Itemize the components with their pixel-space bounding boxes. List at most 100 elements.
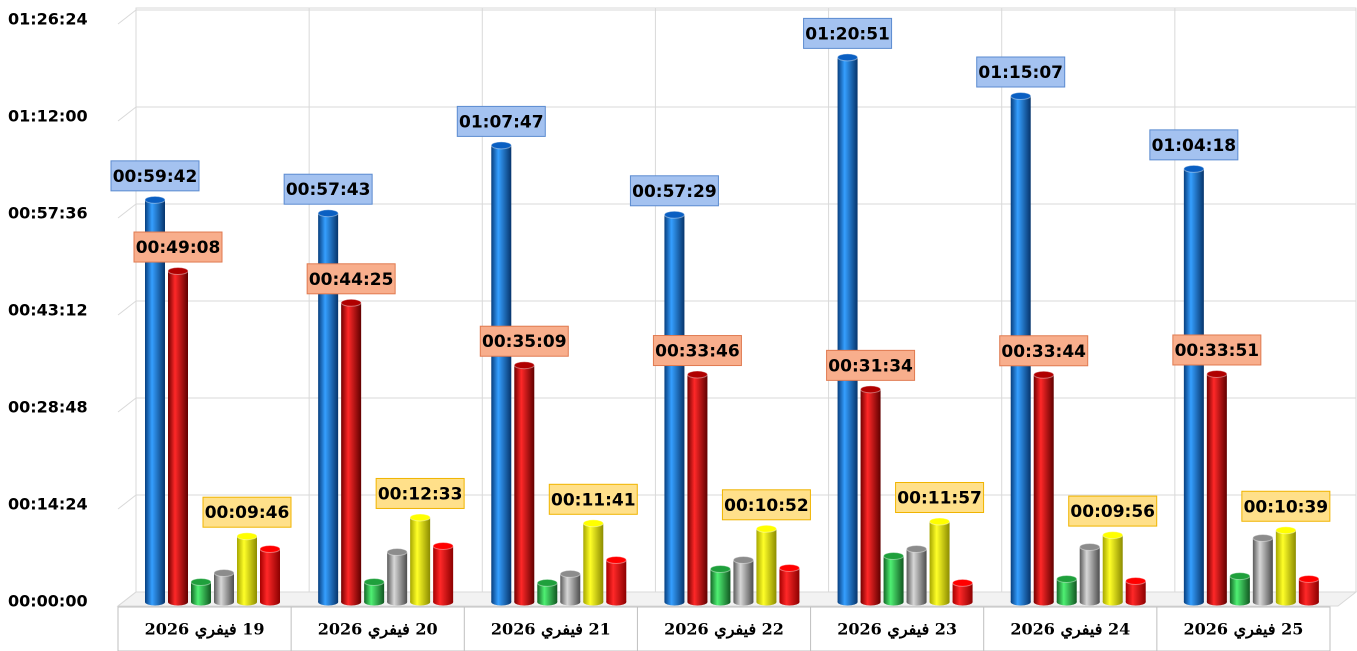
x-tick-label: 23 فيفري 2026 [837, 620, 957, 640]
value-label-box [306, 263, 396, 295]
value-label-box [1172, 334, 1262, 366]
value-label: 00:33:46 [655, 342, 740, 362]
value-label: 00:57:43 [286, 180, 371, 200]
bar [214, 573, 234, 602]
bar-base [318, 598, 339, 606]
bar-cap [259, 545, 281, 554]
bar [145, 199, 165, 602]
grid-line [117, 494, 137, 510]
bar-base [929, 598, 950, 606]
bar-base [491, 598, 512, 606]
bar-base [1183, 598, 1204, 606]
bar-cap [363, 578, 385, 587]
value-label-box [1149, 129, 1239, 161]
bar-base [1079, 598, 1100, 606]
bar-cap [906, 545, 928, 554]
value-label: 00:12:33 [378, 484, 463, 504]
bar-cap [213, 569, 235, 578]
bar [779, 567, 800, 602]
x-axis-box [117, 606, 1331, 651]
bar-base [1206, 598, 1227, 606]
bar-cap [490, 141, 512, 150]
bar [260, 549, 280, 602]
bar-base [664, 598, 685, 606]
bar [733, 560, 754, 602]
bar [433, 545, 454, 602]
grid-line [117, 397, 137, 413]
bar-cap [1229, 572, 1251, 581]
y-tick-label: 00:00:00 [8, 592, 88, 611]
value-label-box [1241, 490, 1331, 522]
bar-cap [1206, 369, 1228, 378]
value-label: 00:57:29 [632, 182, 717, 202]
value-label-box [976, 56, 1066, 88]
value-label-box [110, 160, 200, 192]
bar [1183, 168, 1204, 603]
bar [664, 214, 685, 602]
value-label-box [999, 335, 1089, 367]
bar-cap [663, 210, 685, 219]
bar-base [733, 598, 754, 606]
value-label: 00:33:51 [1175, 341, 1260, 361]
bar-cap [1275, 526, 1297, 535]
bar [710, 568, 731, 602]
grid-line [117, 106, 137, 122]
bar-base [341, 598, 362, 606]
bar-base [410, 598, 431, 606]
bar-base [883, 598, 904, 606]
value-label: 01:20:51 [805, 24, 890, 44]
value-label: 01:15:07 [978, 63, 1063, 83]
bar-cap [1102, 531, 1124, 540]
x-tick-label: 25 فيفري 2026 [1183, 620, 1303, 640]
bar [1206, 373, 1227, 602]
bar-cap [513, 361, 535, 370]
bar [906, 549, 927, 602]
bar-cap [1010, 92, 1032, 101]
y-tick-label: 00:28:48 [8, 398, 88, 417]
value-label: 01:04:18 [1152, 136, 1237, 156]
bar-cap [144, 195, 166, 204]
bar-base [237, 598, 257, 606]
bar-cap [1252, 534, 1274, 543]
bar-cap [386, 548, 408, 557]
bar-base [952, 598, 973, 606]
bar [860, 389, 881, 602]
bar-cap [340, 298, 362, 307]
bar-base [387, 598, 408, 606]
x-tick-label: 24 فيفري 2026 [1010, 620, 1130, 640]
bar-cap [432, 541, 454, 550]
grid-line [117, 9, 137, 25]
bar [583, 523, 604, 602]
grid-line [117, 203, 137, 219]
value-label-box [1068, 495, 1158, 527]
value-label-box [652, 335, 742, 367]
value-label: 00:31:34 [828, 356, 913, 376]
bar-base [537, 598, 558, 606]
bar [191, 582, 211, 602]
bar [1033, 374, 1054, 602]
y-tick-label: 01:12:00 [8, 107, 88, 126]
bar-base [260, 598, 280, 606]
bar-cap [559, 569, 581, 578]
bar-cap [409, 513, 431, 522]
value-label: 00:09:46 [205, 503, 290, 523]
bar [318, 213, 339, 603]
value-label: 00:11:41 [551, 490, 636, 510]
x-tick-label: 20 فيفري 2026 [318, 620, 438, 640]
bar [387, 552, 408, 602]
bar-base [1056, 598, 1077, 606]
bar [952, 582, 973, 602]
x-tick-label: 21 فيفري 2026 [491, 620, 611, 640]
value-label: 00:35:09 [482, 332, 567, 352]
bar [1079, 546, 1100, 602]
bar [756, 528, 777, 602]
bar [410, 517, 431, 602]
bar-cap [1056, 574, 1078, 583]
value-label-box [803, 17, 893, 49]
bar [364, 582, 385, 602]
grid-line [117, 591, 137, 607]
bar [606, 560, 627, 602]
bar-base [687, 598, 708, 606]
value-label-box [283, 173, 373, 205]
